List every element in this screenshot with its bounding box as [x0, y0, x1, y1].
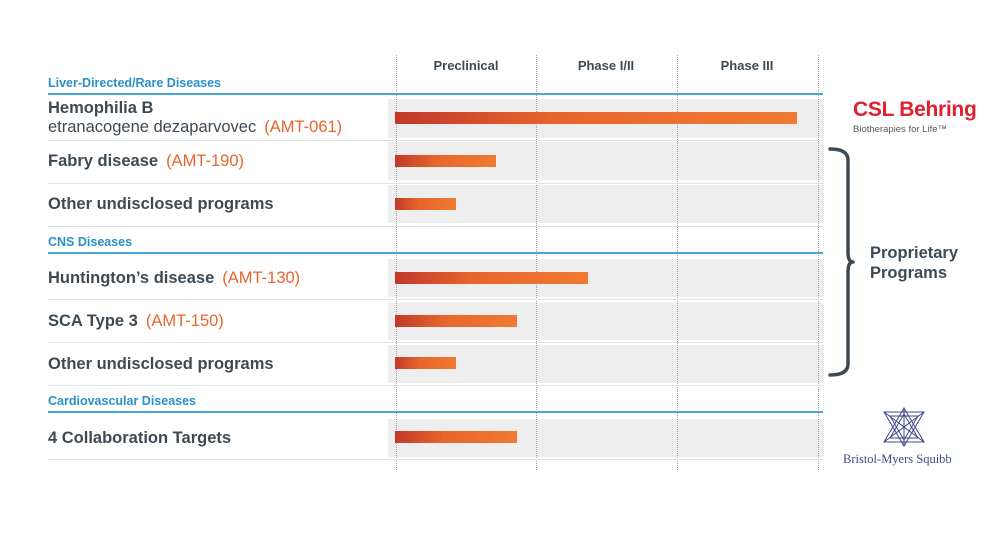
csl-logo-text: CSL Behring	[853, 98, 977, 121]
program-name: Fabry disease (AMT-190)	[48, 152, 244, 170]
progress-bar	[395, 315, 517, 327]
stage-header-phase-1-2: Phase I/II	[577, 58, 635, 73]
program-name: 4 Collaboration Targets	[48, 429, 232, 447]
section-label-liver: Liver-Directed/Rare Diseases	[48, 76, 222, 90]
stage-gridline	[677, 55, 678, 470]
proprietary-programs-label: Proprietary Programs	[870, 243, 958, 283]
program-code: (AMT-130)	[222, 269, 301, 287]
program-name: Huntington’s disease (AMT-130)	[48, 269, 301, 287]
section-rule	[48, 252, 823, 254]
stage-header-phase-3: Phase III	[720, 58, 774, 73]
stage-gridline	[818, 55, 819, 470]
program-code: (AMT-190)	[166, 152, 244, 170]
section-rule	[48, 411, 823, 413]
csl-tagline: Biotherapies for Life™	[853, 124, 947, 135]
program-name: SCA Type 3 (AMT-150)	[48, 312, 224, 330]
progress-bar	[395, 272, 588, 284]
row-separator	[48, 459, 823, 460]
stage-header-preclinical: Preclinical	[433, 58, 499, 73]
progress-bar	[395, 198, 456, 210]
row-separator	[48, 226, 823, 227]
row-background	[388, 185, 823, 223]
program-code: (AMT-061)	[264, 118, 343, 136]
section-label-cardiovascular: Cardiovascular Diseases	[48, 394, 197, 408]
bms-star-logo-icon	[883, 407, 925, 447]
progress-bar	[395, 357, 456, 369]
program-name: Other undisclosed programs	[48, 355, 274, 373]
row-background	[388, 345, 823, 383]
row-separator	[48, 140, 823, 141]
bracket-label-line2: Programs	[870, 264, 948, 282]
section-label-cns: CNS Diseases	[48, 235, 133, 249]
bracket-label-line1: Proprietary	[870, 244, 959, 262]
stage-gridline	[536, 55, 537, 470]
program-name: Other undisclosed programs	[48, 195, 274, 213]
row-separator	[48, 342, 823, 343]
program-name: Hemophilia B	[48, 99, 154, 117]
program-code: (AMT-150)	[145, 312, 224, 330]
bracket-icon	[828, 147, 855, 377]
row-separator	[48, 299, 823, 300]
row-separator	[48, 183, 823, 184]
progress-bar	[395, 112, 797, 124]
section-rule	[48, 93, 823, 95]
csl-behring-logo: CSL Behring Biotherapies for Life™	[853, 98, 977, 135]
progress-bar	[395, 155, 496, 167]
bms-logo-text: Bristol-Myers Squibb	[843, 452, 952, 466]
program-subtitle: etranacogene dezaparvovec (AMT-061)	[48, 118, 343, 136]
stage-gridline	[396, 55, 397, 470]
row-separator	[48, 385, 823, 386]
progress-bar	[395, 431, 517, 443]
